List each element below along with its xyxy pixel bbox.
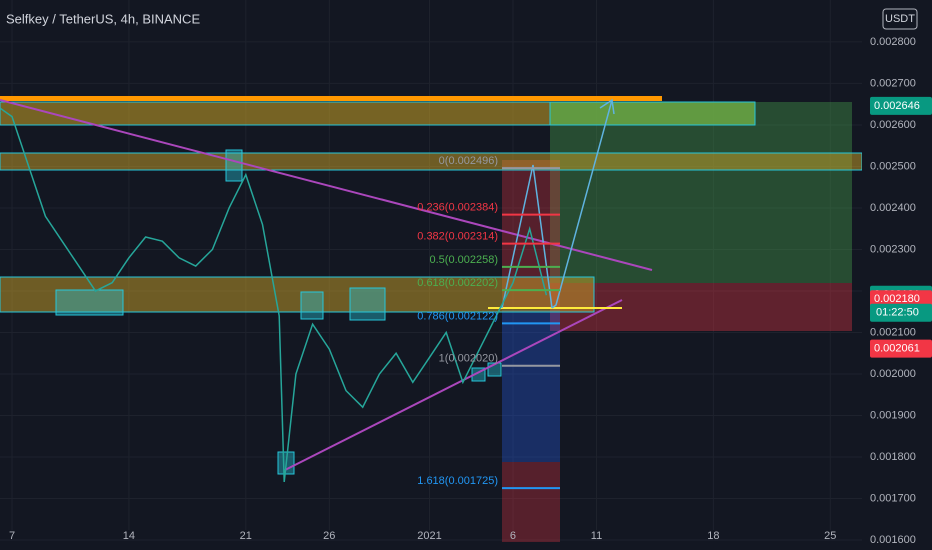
x-tick-label: 6 [510, 530, 516, 542]
y-tick-label: 0.002600 [870, 119, 916, 131]
range-ext [502, 462, 560, 542]
range-down [502, 310, 560, 462]
fib-label: 0.786(0.002122) [417, 310, 498, 322]
countdown-tag [870, 303, 932, 322]
x-tick-label: 26 [323, 530, 335, 542]
target-zone [550, 102, 852, 283]
y-tick-label: 0.001800 [870, 451, 916, 463]
y-tick-label: 0.002100 [870, 326, 916, 338]
plot: 0(0.002496) 0.236(0.002384) 0.382(0.002314… [0, 107, 560, 490]
x-tick-label: 7 [9, 530, 15, 542]
y-tick-label: 0.001600 [870, 534, 916, 546]
resistance-line [0, 96, 662, 101]
marker-box [349, 287, 386, 321]
projection-arrow [551, 99, 613, 309]
marker-box [55, 289, 124, 316]
price-tag-label: 0.002646 [874, 100, 920, 112]
x-tick-label: 2021 [417, 530, 441, 542]
x-tick-label: 18 [707, 530, 719, 542]
y-tick-label: 0.001900 [870, 409, 916, 421]
drawings [0, 96, 863, 542]
price-tag-label: 0.002061 [874, 343, 920, 355]
price-axis [862, 0, 932, 550]
x-tick-label: 21 [240, 530, 252, 542]
fib-label: 0.618(0.002202) [417, 277, 498, 289]
y-tick-label: 0.002400 [870, 202, 916, 214]
trendline [284, 299, 623, 471]
pattern [501, 164, 553, 309]
fib-label: 1(0.002020) [439, 353, 498, 365]
y-tick-label: 0.002000 [870, 368, 916, 380]
zone [0, 276, 595, 313]
fib-label: 0.236(0.002384) [417, 202, 498, 214]
x-tick-label: 14 [123, 530, 135, 542]
y-tick-label: 0.002500 [870, 160, 916, 172]
chart-title: Selfkey / TetherUS, 4h, BINANCE [6, 11, 200, 26]
fib-label: 1.618(0.001725) [417, 475, 498, 487]
marker-box [225, 149, 243, 182]
price-tag [870, 339, 932, 358]
currency[interactable]: USDT [885, 13, 915, 25]
currency-box[interactable] [882, 8, 918, 30]
fib-label: 0.382(0.002314) [417, 231, 498, 243]
arrow-head [599, 98, 615, 115]
y-tick-label: 0.002800 [870, 36, 916, 48]
price-tag [870, 96, 932, 115]
fib-label: 0(0.002496) [439, 155, 498, 167]
y-tick-label: 0.001700 [870, 492, 916, 504]
countdown: 01:22:50 [876, 307, 919, 319]
zone [549, 101, 756, 126]
y-tick-label: 0.002700 [870, 77, 916, 89]
x-tick-label: 11 [591, 530, 602, 542]
price-line [0, 107, 548, 483]
fib-label: 0.5(0.002258) [430, 254, 499, 266]
zone [0, 152, 863, 171]
marker-box [300, 291, 324, 320]
x-tick-label: 25 [824, 530, 836, 542]
price-tag-label: 0.002180 [874, 293, 920, 305]
y-tick-label: 0.002300 [870, 243, 916, 255]
